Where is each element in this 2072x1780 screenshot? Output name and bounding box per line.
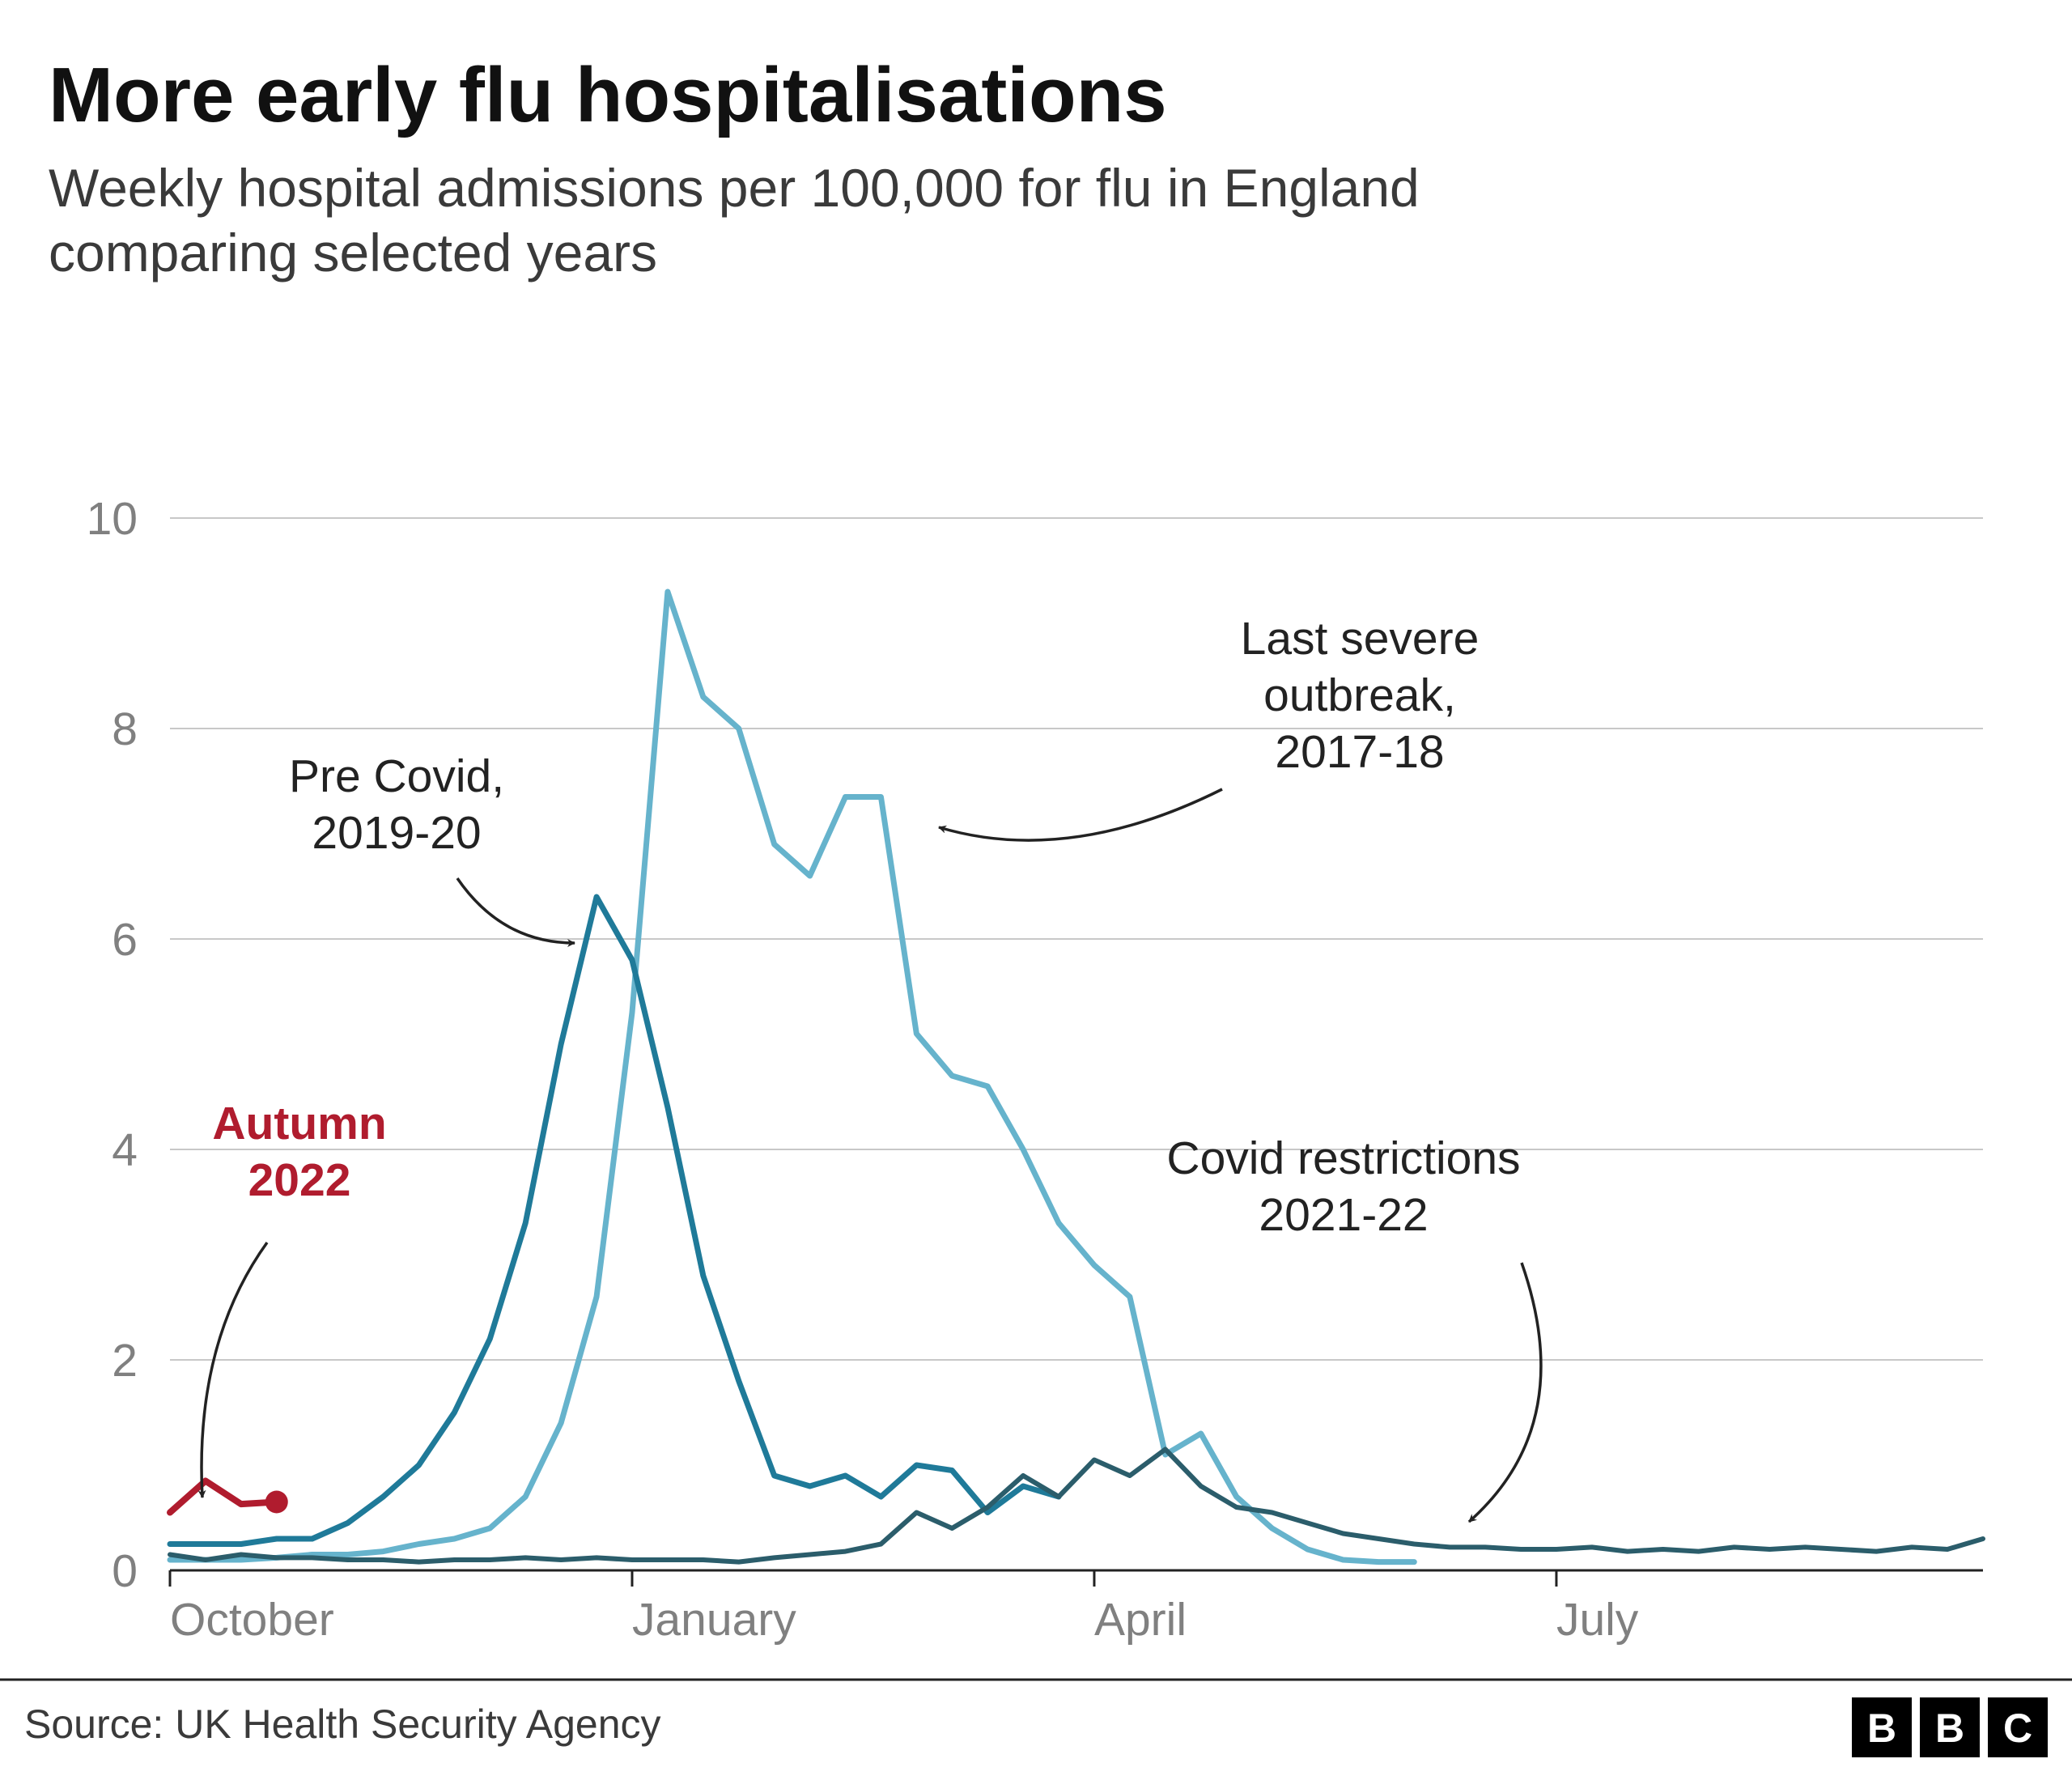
bbc-logo-letter: B [1935, 1706, 1964, 1751]
y-tick-label: 6 [112, 914, 138, 966]
series-s2022-end-marker [265, 1491, 288, 1514]
ann-2021-label: Covid restrictions [1166, 1132, 1520, 1184]
ann-2022-label: Autumn [212, 1098, 386, 1149]
ann-2017-label: Last severe [1241, 613, 1480, 665]
series-s2019 [170, 897, 1059, 1544]
ann-2019: Pre Covid,2019-20 [289, 750, 575, 943]
flu-chart: More early flu hospitalisations Weekly ho… [0, 0, 2072, 1780]
chart-subtitle-line1: Weekly hospital admissions per 100,000 f… [49, 158, 1420, 218]
ann-2019-label: Pre Covid, [289, 750, 504, 802]
y-tick-label: 8 [112, 703, 138, 755]
ann-2022-label: 2022 [248, 1154, 351, 1206]
bbc-logo-letter: B [1867, 1706, 1896, 1751]
chart-title: More early flu hospitalisations [49, 52, 1167, 138]
y-tick-label: 10 [87, 493, 138, 545]
ann-2017: Last severeoutbreak,2017-18 [939, 613, 1479, 840]
y-tick-label: 4 [112, 1124, 138, 1176]
bbc-logo-letter: C [2003, 1706, 2032, 1751]
series-s2017 [170, 592, 1414, 1562]
x-tick-label: April [1094, 1594, 1187, 1646]
ann-2019-label: 2019-20 [312, 807, 481, 859]
ann-2021: Covid restrictions2021-22 [1166, 1132, 1540, 1522]
source-label: Source: UK Health Security Agency [24, 1701, 661, 1747]
ann-2021-arrow [1469, 1263, 1541, 1522]
x-tick-label: July [1556, 1594, 1639, 1646]
ann-2017-label: 2017-18 [1275, 726, 1444, 778]
chart-svg: More early flu hospitalisations Weekly ho… [0, 0, 2072, 1780]
ann-2017-arrow [939, 789, 1222, 840]
ann-2021-label: 2021-22 [1259, 1189, 1428, 1241]
series-s2022 [170, 1481, 277, 1513]
ann-2022-arrow [202, 1243, 267, 1497]
chart-subtitle-line2: comparing selected years [49, 223, 657, 283]
series-s2021 [170, 1450, 1983, 1562]
ann-2017-label: outbreak, [1263, 669, 1456, 721]
ann-2019-arrow [457, 878, 575, 943]
y-tick-label: 2 [112, 1335, 138, 1387]
x-tick-label: January [632, 1594, 796, 1646]
ann-2022: Autumn2022 [202, 1098, 387, 1497]
x-tick-label: October [170, 1594, 334, 1646]
y-tick-label: 0 [112, 1545, 138, 1597]
